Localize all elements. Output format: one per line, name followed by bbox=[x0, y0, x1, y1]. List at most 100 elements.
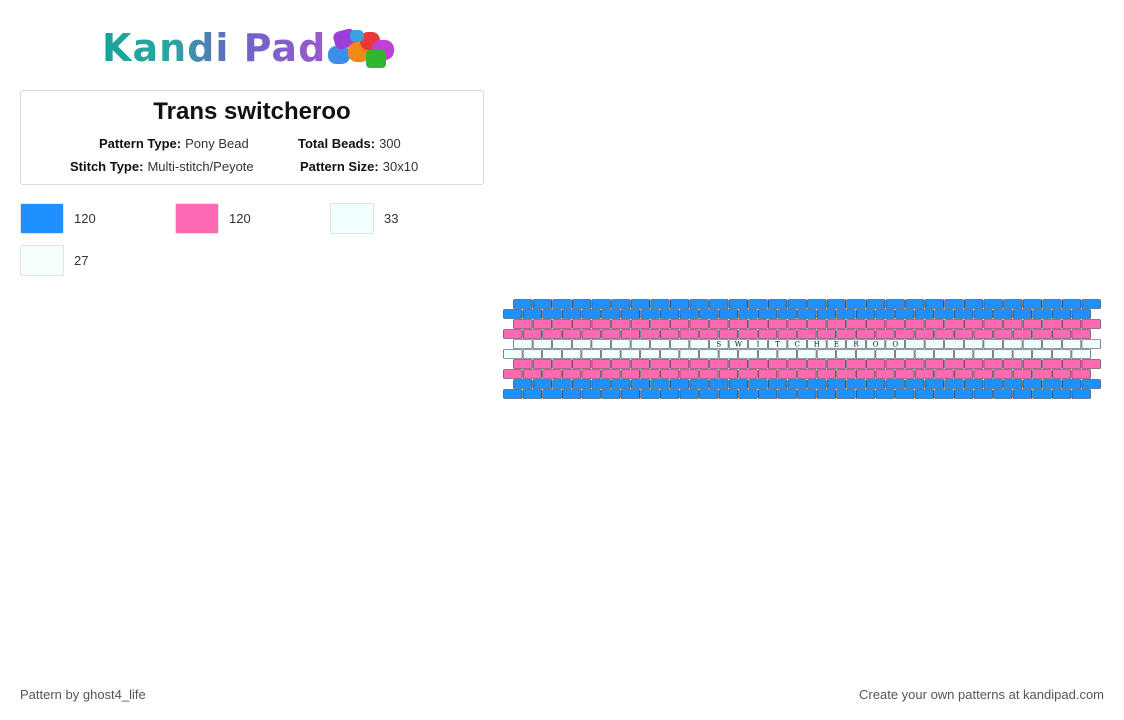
bead bbox=[1003, 319, 1023, 329]
bead bbox=[1081, 299, 1101, 309]
bead bbox=[748, 299, 768, 309]
bead bbox=[895, 349, 915, 359]
bead bbox=[709, 359, 729, 369]
bead bbox=[875, 389, 895, 399]
bead bbox=[561, 349, 582, 359]
bead bbox=[709, 319, 729, 329]
bead bbox=[993, 369, 1013, 379]
bead bbox=[758, 369, 778, 379]
bead bbox=[660, 309, 680, 319]
bead bbox=[1081, 379, 1101, 389]
pattern-type: Pattern Type: Pony Bead bbox=[99, 136, 249, 151]
bead bbox=[963, 359, 984, 369]
bead bbox=[522, 369, 543, 379]
bead bbox=[1051, 329, 1072, 339]
total-beads: Total Beads: 300 bbox=[298, 136, 401, 151]
bead bbox=[885, 319, 905, 329]
bead bbox=[1032, 329, 1052, 339]
bead bbox=[807, 319, 827, 329]
bead bbox=[581, 389, 601, 399]
bead bbox=[855, 349, 876, 359]
logo-text: Kandi Pad bbox=[102, 26, 327, 70]
bead bbox=[973, 349, 993, 359]
bead bbox=[591, 379, 611, 389]
bead bbox=[1081, 339, 1101, 349]
bead bbox=[718, 349, 739, 359]
bead bbox=[816, 349, 837, 359]
bead bbox=[552, 319, 572, 329]
bead bbox=[748, 319, 768, 329]
bead bbox=[963, 299, 984, 309]
bead bbox=[738, 309, 758, 319]
bead bbox=[1071, 349, 1091, 359]
bead bbox=[513, 359, 533, 369]
bead-letter: W bbox=[735, 341, 743, 349]
bead bbox=[699, 389, 719, 399]
bead-letter: H bbox=[814, 341, 820, 349]
stitch-type-value: Multi-stitch/Peyote bbox=[147, 159, 254, 174]
bead bbox=[885, 359, 905, 369]
bead bbox=[552, 299, 572, 309]
bead bbox=[1032, 349, 1052, 359]
bead bbox=[542, 329, 562, 339]
bead bbox=[620, 369, 640, 379]
palette-item: 120 bbox=[175, 203, 251, 234]
bead bbox=[807, 379, 827, 389]
pattern-type-value: Pony Bead bbox=[185, 136, 249, 151]
bead-count: 120 bbox=[74, 211, 96, 226]
pattern-title: Trans switcheroo bbox=[153, 98, 351, 125]
bead bbox=[1051, 369, 1072, 379]
bead bbox=[572, 319, 592, 329]
bead bbox=[963, 379, 984, 389]
bead bbox=[924, 359, 945, 369]
bead bbox=[620, 349, 640, 359]
bead bbox=[532, 339, 553, 349]
bead bbox=[973, 369, 993, 379]
bead bbox=[670, 359, 690, 369]
bead bbox=[1022, 359, 1042, 369]
bead bbox=[855, 389, 876, 399]
bead bbox=[1051, 389, 1072, 399]
bead bbox=[650, 319, 670, 329]
bead bbox=[1032, 369, 1052, 379]
bead bbox=[924, 339, 945, 349]
bead-letter: T bbox=[775, 341, 780, 349]
bead bbox=[836, 389, 856, 399]
bead bbox=[905, 319, 925, 329]
total-beads-label: Total Beads: bbox=[298, 136, 376, 151]
bead bbox=[572, 339, 592, 349]
bead bbox=[797, 369, 817, 379]
kandipad-credit-link[interactable]: Create your own patterns at kandipad.com bbox=[859, 687, 1104, 702]
pattern-size: Pattern Size: 30x10 bbox=[300, 159, 418, 174]
bead bbox=[561, 369, 582, 379]
bead bbox=[532, 299, 553, 309]
bead bbox=[1061, 299, 1082, 309]
bead bbox=[797, 349, 817, 359]
bead bbox=[561, 389, 582, 399]
bead bbox=[650, 379, 670, 389]
bead bbox=[503, 329, 523, 339]
bead bbox=[748, 359, 768, 369]
bead bbox=[895, 389, 915, 399]
bead bbox=[865, 339, 886, 349]
bead bbox=[846, 299, 866, 309]
bead bbox=[846, 339, 866, 349]
bead bbox=[826, 379, 847, 389]
bead bbox=[630, 319, 651, 329]
bead bbox=[944, 359, 964, 369]
bead bbox=[905, 379, 925, 389]
palette-item: 27 bbox=[20, 245, 88, 276]
kandipad-logo[interactable]: Kandi Pad bbox=[100, 24, 410, 78]
bead bbox=[914, 369, 935, 379]
bead bbox=[620, 309, 640, 319]
pattern-type-label: Pattern Type: bbox=[99, 136, 182, 151]
bead bbox=[865, 299, 886, 309]
bead bbox=[953, 329, 974, 339]
bead bbox=[718, 389, 739, 399]
bead bbox=[758, 389, 778, 399]
bead bbox=[532, 359, 553, 369]
pattern-size-value: 30x10 bbox=[382, 159, 419, 174]
bead bbox=[944, 379, 964, 389]
bead bbox=[934, 369, 954, 379]
bead bbox=[1071, 389, 1091, 399]
